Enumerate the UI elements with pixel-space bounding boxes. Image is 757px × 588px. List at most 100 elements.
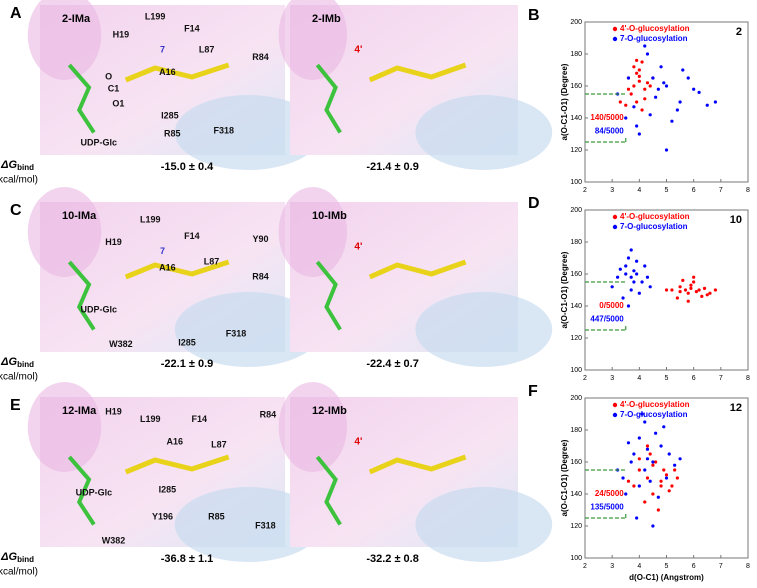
site-label: 4' xyxy=(354,242,362,253)
residue-label: F318 xyxy=(213,125,234,135)
scatter-point xyxy=(640,60,644,64)
ligand xyxy=(124,259,230,280)
scatter-point xyxy=(626,304,631,308)
x-tick-label: 5 xyxy=(665,375,669,382)
scatter-point xyxy=(651,460,655,464)
panel-letter: D xyxy=(528,195,540,212)
scatter-point xyxy=(645,457,650,461)
scatter-point xyxy=(681,278,685,282)
scatter-point xyxy=(635,272,639,276)
delta-g-unit: (kcal/mol) xyxy=(0,175,38,186)
scatter-point xyxy=(686,299,690,303)
scatter-point xyxy=(659,484,663,488)
scatter-point xyxy=(686,291,690,295)
scatter-point xyxy=(626,87,631,91)
scatter-point xyxy=(618,100,622,104)
x-tick-label: 6 xyxy=(692,375,696,382)
residue-label: R84 xyxy=(252,52,269,62)
scatter-point xyxy=(678,457,682,461)
scatter-point xyxy=(648,84,652,88)
delta-g-unit: (kcal/mol) xyxy=(0,567,38,578)
scatter-point xyxy=(662,81,666,85)
residue-label: 7 xyxy=(160,246,165,256)
ligand xyxy=(124,62,230,83)
y-axis-label: a(O-C1-O1) (Degree) xyxy=(560,251,569,328)
count-annotation: 447/5000 xyxy=(590,315,624,324)
y-tick-label: 100 xyxy=(570,179,582,186)
scatter-point xyxy=(624,116,628,120)
helix-region xyxy=(174,487,322,562)
scatter-point xyxy=(656,508,660,512)
scatter-point xyxy=(662,425,666,429)
residue-label: R84 xyxy=(252,271,269,281)
helix-region xyxy=(27,0,102,80)
ligand xyxy=(368,259,467,280)
scatter-point xyxy=(675,296,679,300)
scatter-point xyxy=(645,81,650,85)
delta-g-sub: bind xyxy=(17,360,34,369)
scatter-point xyxy=(708,291,712,295)
scatter-point xyxy=(697,90,701,94)
legend-entry: 7-O-glucosylation xyxy=(620,222,688,231)
scatter-point xyxy=(626,256,631,260)
y-axis-label: a(O-C1-O1) (Degree) xyxy=(560,439,569,516)
residue-label: UDP-Glc xyxy=(81,137,118,147)
udp-glc xyxy=(67,63,96,134)
scatter-point xyxy=(643,468,647,472)
scatter-point xyxy=(651,463,655,467)
panel-letter: B xyxy=(528,7,540,24)
panel-letter: E xyxy=(10,397,21,414)
delta-g-label: ΔGbind xyxy=(0,356,34,369)
y-tick-label: 120 xyxy=(570,147,582,154)
scatter-point xyxy=(694,290,698,294)
y-tick-label: 180 xyxy=(570,239,582,246)
x-tick-label: 4 xyxy=(637,187,641,194)
residue-label: I285 xyxy=(159,484,177,494)
legend-marker xyxy=(612,402,618,408)
structure-title: 2-IMa xyxy=(62,13,91,25)
scatter-point xyxy=(670,288,674,292)
compound-number: 2 xyxy=(736,26,742,38)
scatter-point xyxy=(632,105,636,109)
structure-title: 10-IMa xyxy=(62,210,97,222)
scatter-point xyxy=(643,44,647,48)
scatter-point xyxy=(675,476,679,480)
scatter-point xyxy=(635,516,639,520)
x-tick-label: 8 xyxy=(746,375,750,382)
scatter-point xyxy=(621,296,625,300)
count-annotation: 140/5000 xyxy=(590,113,624,122)
residue-label: H19 xyxy=(105,237,122,247)
scatter-point xyxy=(678,100,682,104)
delta-g-unit: (kcal/mol) xyxy=(0,372,38,383)
legend-entry: 7-O-glucosylation xyxy=(620,34,688,43)
residue-label: UDP-Glc xyxy=(81,304,118,314)
scatter-point xyxy=(664,476,669,480)
scatter-point xyxy=(640,280,644,284)
scatter-point xyxy=(629,460,633,464)
scatter-point xyxy=(637,74,641,78)
x-tick-label: 5 xyxy=(665,563,669,570)
y-tick-label: 180 xyxy=(570,51,582,58)
scatter-point xyxy=(643,420,647,424)
site-label: 4' xyxy=(354,45,362,56)
scatter-point xyxy=(681,68,685,72)
scatter-point xyxy=(637,79,641,83)
x-tick-label: 7 xyxy=(719,563,723,570)
residue-label: 7 xyxy=(160,44,165,54)
compound-number: 12 xyxy=(730,402,742,414)
x-tick-label: 3 xyxy=(610,563,614,570)
site-label: 4' xyxy=(354,437,362,448)
scatter-point xyxy=(651,76,655,80)
x-tick-label: 4 xyxy=(637,375,641,382)
residue-label: C1 xyxy=(108,83,120,93)
structure-title: 12-IMa xyxy=(62,405,97,417)
scatter-point xyxy=(637,457,641,461)
scatter-point xyxy=(692,275,696,279)
legend-entry: 4'-O-glucosylation xyxy=(620,400,690,409)
delta-g-sub: bind xyxy=(17,163,34,172)
scatter-point xyxy=(645,476,650,480)
residue-label: Y196 xyxy=(152,511,173,521)
scatter-point xyxy=(654,95,658,99)
scatter-point xyxy=(629,288,633,292)
